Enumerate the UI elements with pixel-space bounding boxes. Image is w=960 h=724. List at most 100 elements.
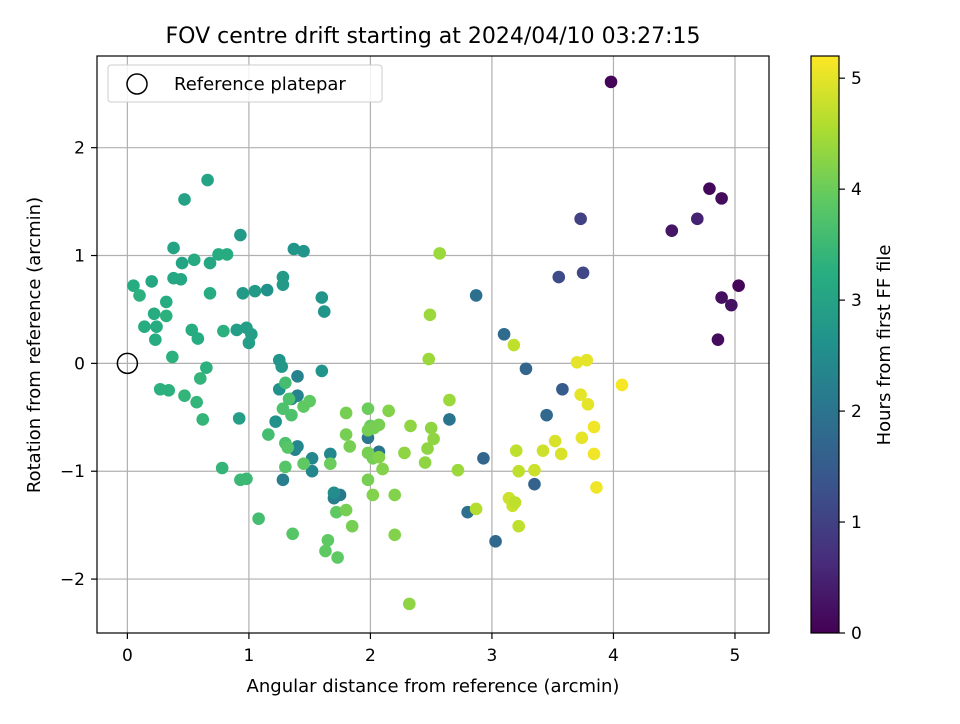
- data-points: [116, 75, 745, 611]
- data-point: [147, 307, 161, 321]
- legend: Reference platepar: [107, 64, 383, 103]
- axes: 0 1 2 3 4 5 −2 −1 0 1 2: [60, 139, 740, 666]
- data-point: [548, 434, 562, 448]
- x-tick-label: 1: [243, 646, 254, 666]
- data-point: [508, 496, 522, 509]
- data-point: [587, 420, 601, 434]
- data-point: [275, 360, 289, 373]
- data-point: [196, 413, 210, 426]
- data-point: [331, 551, 344, 564]
- data-point: [372, 418, 386, 432]
- data-point: [404, 419, 417, 433]
- y-tick-label: −2: [60, 570, 85, 590]
- data-point: [324, 447, 337, 461]
- data-point: [315, 291, 329, 304]
- data-point: [536, 444, 550, 458]
- colorbar-label: Hours from first FF file: [874, 245, 895, 446]
- data-point: [422, 352, 436, 366]
- reference-platepar-marker: [116, 352, 139, 375]
- data-point: [469, 502, 483, 516]
- data-point: [166, 350, 179, 364]
- data-point: [552, 270, 566, 284]
- data-point: [236, 286, 250, 300]
- y-tick-label: 1: [74, 247, 85, 267]
- data-point: [193, 372, 207, 385]
- data-point: [715, 291, 728, 304]
- data-point: [581, 398, 595, 411]
- data-point: [248, 284, 262, 298]
- data-point: [590, 481, 603, 494]
- data-point: [187, 253, 201, 267]
- data-point: [138, 320, 151, 334]
- data-point: [230, 323, 244, 337]
- data-point: [443, 393, 456, 407]
- data-point: [580, 353, 594, 367]
- data-point: [305, 464, 319, 478]
- x-tick-label: 5: [730, 646, 741, 666]
- data-point: [361, 473, 375, 487]
- legend-box: [107, 64, 383, 103]
- data-point: [554, 447, 568, 461]
- data-point: [178, 193, 191, 206]
- x-tick-label: 2: [365, 646, 376, 666]
- data-point: [162, 384, 175, 397]
- data-point: [242, 336, 256, 350]
- data-point: [528, 477, 541, 491]
- colorbar-tick-label: 5: [851, 69, 862, 89]
- data-point: [191, 332, 205, 345]
- data-point: [540, 408, 553, 422]
- data-point: [315, 364, 329, 378]
- x-tick-label: 3: [487, 646, 498, 666]
- data-point: [421, 442, 434, 455]
- data-point: [159, 295, 173, 309]
- data-point: [732, 279, 745, 293]
- data-point: [252, 512, 265, 525]
- data-point: [376, 462, 389, 476]
- legend-label-reference: Reference platepar: [174, 74, 346, 95]
- data-point: [291, 370, 304, 383]
- data-point: [175, 256, 189, 270]
- x-tick-label: 0: [122, 646, 133, 666]
- data-point: [665, 224, 679, 238]
- data-point: [203, 286, 217, 300]
- data-point: [711, 333, 725, 346]
- data-point: [260, 283, 274, 297]
- data-point: [234, 228, 247, 242]
- data-point: [388, 528, 402, 542]
- data-point: [317, 305, 331, 318]
- chart-title: FOV centre drift starting at 2024/04/10 …: [166, 24, 701, 49]
- data-point: [282, 392, 296, 406]
- colorbar-gradient: [810, 55, 840, 634]
- data-point: [433, 247, 446, 260]
- data-point: [149, 333, 162, 346]
- y-axis-label: Rotation from reference (arcmin): [24, 197, 45, 493]
- data-point: [725, 298, 738, 312]
- data-point: [703, 182, 716, 195]
- data-point: [281, 441, 295, 454]
- data-point: [372, 450, 386, 464]
- data-point: [512, 519, 525, 533]
- x-axis-label: Angular distance from reference (arcmin): [247, 676, 620, 697]
- colorbar: 0 1 2 3 4 5 Hours from first FF file: [810, 55, 895, 644]
- data-point: [286, 527, 299, 541]
- data-point: [159, 309, 173, 323]
- data-point: [339, 406, 353, 420]
- data-point: [279, 376, 292, 390]
- data-point: [339, 428, 353, 441]
- data-point: [388, 488, 402, 502]
- data-point: [240, 472, 253, 486]
- data-point: [215, 461, 229, 475]
- legend-marker-reference: [126, 73, 148, 95]
- data-point: [361, 402, 375, 415]
- colorbar-tick-label: 1: [851, 513, 862, 533]
- data-point: [291, 440, 304, 453]
- colorbar-tick-label: 3: [851, 291, 862, 311]
- data-point: [287, 242, 301, 256]
- data-point: [576, 266, 590, 280]
- data-point: [575, 431, 589, 445]
- data-point: [319, 544, 332, 558]
- data-point: [519, 362, 533, 376]
- data-point: [489, 535, 502, 548]
- colorbar-tick-label: 4: [851, 180, 862, 200]
- data-point: [262, 428, 275, 441]
